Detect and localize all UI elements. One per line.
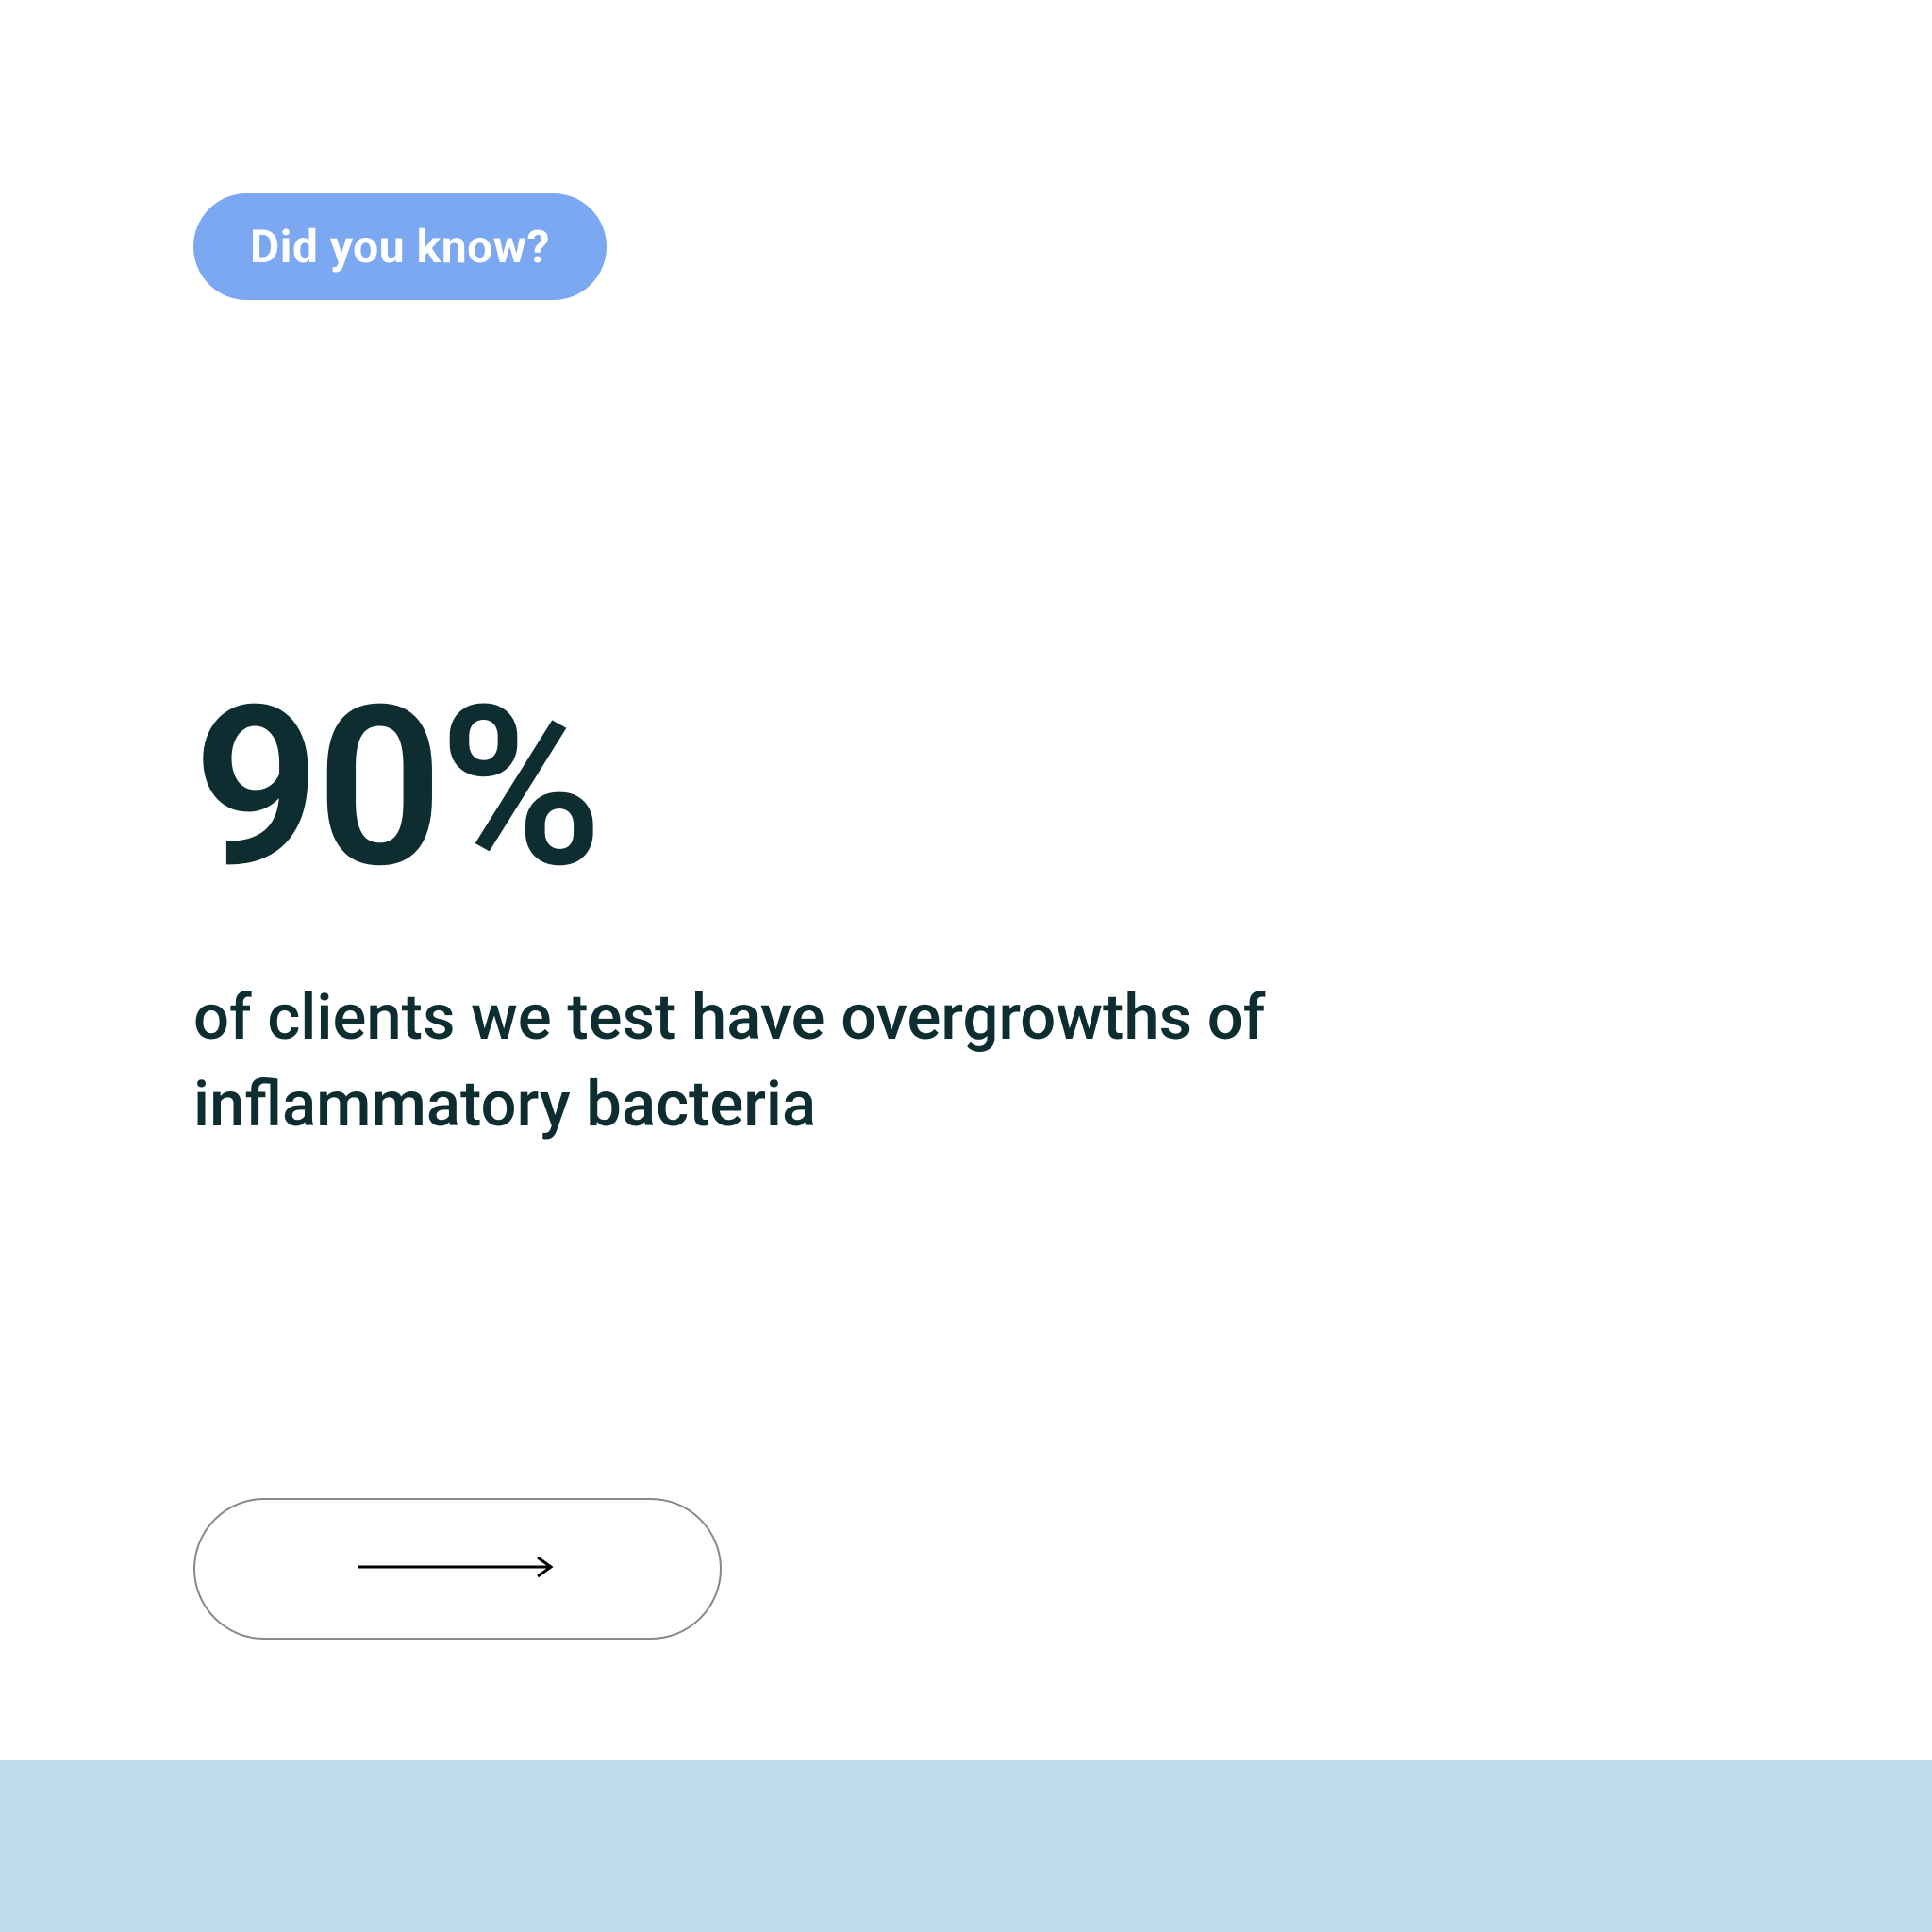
stat-block: 90% of clients we test have overgrowths … — [193, 677, 1739, 1149]
footer-band — [0, 1760, 1932, 1932]
infographic-container: Did you know? 90% of clients we test hav… — [193, 193, 1739, 1932]
next-arrow-button[interactable] — [193, 1498, 722, 1640]
arrow-right-icon — [358, 1556, 557, 1582]
stat-description: of clients we test have overgrowths of i… — [193, 974, 1325, 1149]
did-you-know-badge: Did you know? — [193, 193, 607, 300]
stat-percentage: 90% — [193, 677, 1739, 899]
